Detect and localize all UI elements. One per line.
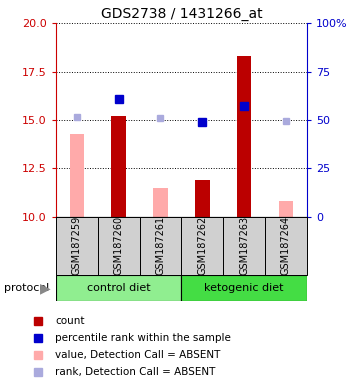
Text: ▶: ▶ xyxy=(40,281,51,295)
Bar xyxy=(140,217,181,275)
Text: GSM187264: GSM187264 xyxy=(281,216,291,275)
Bar xyxy=(111,116,126,217)
Bar xyxy=(237,56,252,217)
Text: GSM187259: GSM187259 xyxy=(72,216,82,275)
Text: count: count xyxy=(55,316,85,326)
Title: GDS2738 / 1431266_at: GDS2738 / 1431266_at xyxy=(101,7,262,21)
Bar xyxy=(56,275,181,301)
Text: value, Detection Call = ABSENT: value, Detection Call = ABSENT xyxy=(55,350,221,360)
Text: GSM187263: GSM187263 xyxy=(239,216,249,275)
Text: percentile rank within the sample: percentile rank within the sample xyxy=(55,333,231,343)
Text: protocol: protocol xyxy=(4,283,49,293)
Bar xyxy=(279,202,293,217)
Bar xyxy=(98,217,140,275)
Text: GSM187260: GSM187260 xyxy=(114,216,124,275)
Text: ketogenic diet: ketogenic diet xyxy=(204,283,284,293)
Bar xyxy=(181,217,223,275)
Bar xyxy=(223,217,265,275)
Text: control diet: control diet xyxy=(87,283,151,293)
Text: GSM187262: GSM187262 xyxy=(197,216,207,275)
Text: rank, Detection Call = ABSENT: rank, Detection Call = ABSENT xyxy=(55,367,216,377)
Bar xyxy=(70,134,84,217)
Bar xyxy=(153,188,168,217)
Text: GSM187261: GSM187261 xyxy=(156,216,165,275)
Bar xyxy=(181,275,307,301)
Bar xyxy=(56,217,98,275)
Bar xyxy=(195,180,210,217)
Bar xyxy=(265,217,307,275)
